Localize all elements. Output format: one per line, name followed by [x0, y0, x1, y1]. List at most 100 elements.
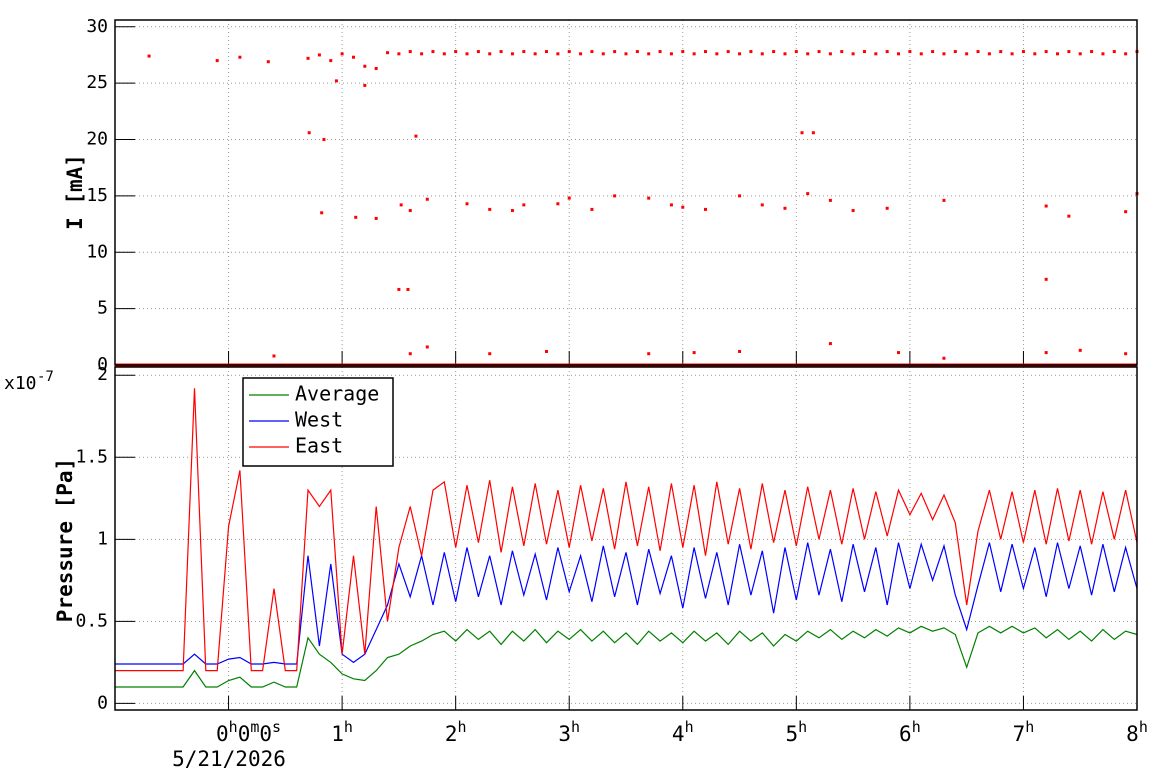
data-point: [738, 194, 742, 198]
data-point: [363, 64, 367, 68]
data-point: [354, 215, 358, 219]
data-point: [414, 134, 418, 138]
data-point: [1067, 50, 1071, 54]
y-tick-label: 0.5: [75, 610, 108, 631]
legend-box: [242, 377, 394, 467]
y-axis-label: I [mA]: [63, 154, 87, 230]
data-point: [1021, 50, 1025, 54]
y-tick-label: 5: [97, 298, 108, 319]
data-point: [431, 50, 435, 54]
data-point: [862, 50, 866, 54]
data-point: [942, 52, 946, 56]
data-point: [692, 351, 696, 355]
data-point: [1124, 352, 1128, 356]
plot-frame: [114, 366, 1138, 711]
data-point: [1101, 52, 1105, 56]
data-point: [454, 50, 458, 54]
data-point: [334, 79, 338, 83]
data-point: [613, 50, 617, 54]
data-point: [425, 197, 429, 201]
data-point: [476, 50, 480, 54]
data-point: [397, 287, 401, 291]
data-point: [510, 209, 514, 213]
data-point: [317, 53, 321, 57]
data-point: [1124, 210, 1128, 214]
y-axis-label: Pressure [Pa]: [53, 458, 77, 622]
data-point: [272, 354, 276, 358]
x-tick-label: 1h: [331, 718, 353, 747]
y-tick-label: 1.5: [75, 446, 108, 467]
data-point: [488, 52, 492, 56]
data-point: [817, 50, 821, 54]
data-point: [545, 50, 549, 54]
y-exponent: -7: [37, 369, 54, 385]
data-point: [885, 206, 889, 210]
plot-frame: [114, 19, 1138, 366]
data-point: [669, 52, 673, 56]
data-point: [828, 198, 832, 202]
data-point: [374, 66, 378, 70]
data-point: [320, 211, 324, 215]
data-point: [794, 50, 798, 54]
x-tick-label: 8h: [1126, 718, 1148, 747]
data-point: [669, 203, 673, 207]
data-point: [800, 131, 804, 135]
data-point: [408, 50, 412, 54]
data-point: [1078, 52, 1082, 56]
data-point: [465, 202, 469, 206]
data-point: [897, 52, 901, 56]
data-point: [726, 50, 730, 54]
data-point: [579, 52, 583, 56]
data-point: [1044, 277, 1048, 281]
data-point: [522, 203, 526, 207]
data-point: [942, 198, 946, 202]
data-point: [266, 60, 270, 64]
data-point: [783, 206, 787, 210]
data-line: [115, 625, 1138, 688]
y-multiplier: x10: [4, 373, 37, 394]
data-point: [976, 50, 980, 54]
data-point: [1056, 52, 1060, 56]
data-point: [1078, 348, 1082, 352]
data-point: [738, 52, 742, 56]
data-point: [1124, 52, 1128, 56]
data-point: [1090, 50, 1094, 54]
data-point: [425, 345, 429, 349]
data-point: [420, 52, 424, 56]
data-point: [1067, 214, 1071, 218]
data-point: [556, 52, 560, 56]
data-point: [613, 194, 617, 198]
y-tick-label: 15: [86, 185, 108, 206]
data-point: [999, 50, 1003, 54]
data-point: [567, 196, 571, 200]
data-point: [374, 216, 378, 220]
data-point: [987, 52, 991, 56]
data-point: [408, 209, 412, 213]
data-point: [386, 51, 390, 55]
data-point: [828, 342, 832, 346]
data-point: [1033, 52, 1037, 56]
x-tick-label: 6h: [899, 718, 921, 747]
y-tick-label: 20: [86, 129, 108, 150]
data-point: [811, 131, 815, 135]
legend-label: Average: [295, 382, 379, 406]
data-point: [567, 50, 571, 54]
data-point: [874, 52, 878, 56]
data-point: [647, 196, 651, 200]
data-point: [215, 59, 219, 63]
data-point: [919, 52, 923, 56]
data-line: [115, 542, 1138, 665]
data-point: [499, 50, 503, 54]
data-point: [760, 203, 764, 207]
data-point: [399, 203, 403, 207]
data-point: [601, 52, 605, 56]
data-point: [851, 52, 855, 56]
y-tick-label: 1: [97, 528, 108, 549]
data-point: [510, 52, 514, 56]
legend-label: East: [295, 434, 343, 458]
data-point: [533, 52, 537, 56]
